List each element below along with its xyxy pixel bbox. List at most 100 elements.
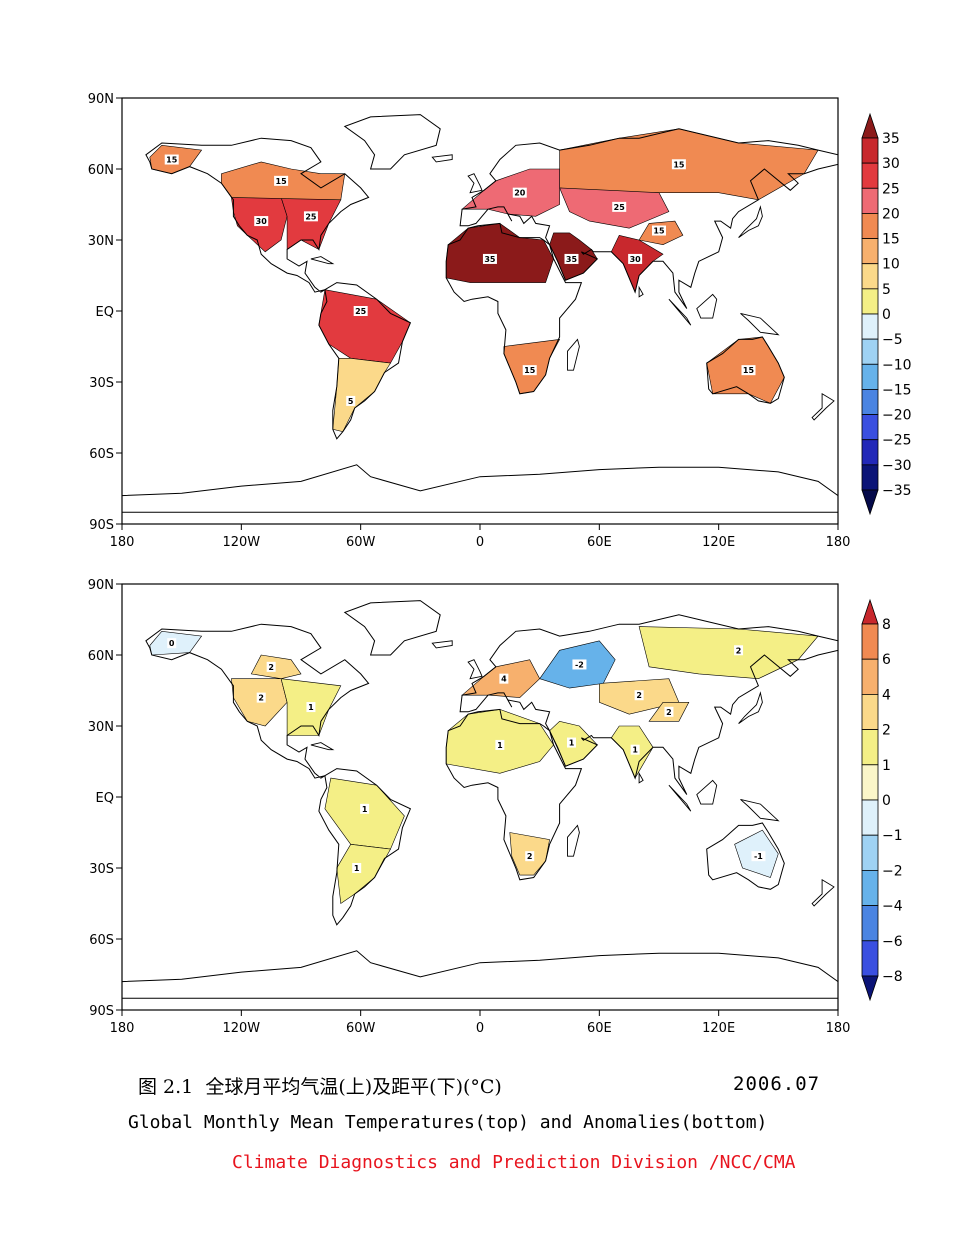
- map-bottom-label-africa-south: 2: [527, 852, 533, 861]
- map-top-colorbar-label: −10: [882, 357, 912, 373]
- map-top-colorbar-label: 25: [882, 181, 900, 197]
- map-top-island-iceland: [431, 154, 453, 163]
- map-top-lon-tick-label: 180: [110, 535, 135, 550]
- map-bottom-coast-australia: [706, 822, 785, 890]
- map-top-island-sumatra: [668, 298, 692, 326]
- map-top-label-north-america-west: 30: [256, 217, 268, 226]
- map-top-colorbar-label: 10: [882, 257, 900, 273]
- map-bottom-region-canada: [250, 654, 302, 680]
- map-top-label-tibet: 15: [653, 227, 665, 236]
- map-bottom-island-borneo: [696, 779, 718, 805]
- map-top-coast-australia: [706, 336, 785, 404]
- map-top-coast-south-america: [318, 282, 412, 440]
- map-bottom-label-europe: 4: [501, 675, 507, 684]
- map-bottom-coast-greenland: [343, 600, 441, 656]
- map-bottom-island-iceland: [431, 640, 453, 649]
- map-top-region-north-america-east: [280, 197, 342, 251]
- map-top-label-arabia: 35: [566, 255, 578, 264]
- map-bottom-island-japan: [738, 691, 763, 724]
- map-top-lat-tick-label: EQ: [96, 305, 114, 320]
- map-top-colorbar-label: −30: [882, 458, 912, 474]
- map-top-colorbar-label: 30: [882, 156, 900, 172]
- map-bottom-label-south-america-north: 1: [362, 805, 368, 814]
- map-top-filled-regions: [149, 128, 819, 433]
- map-top-contour-labels: 30 25 15 15 25 5 35 15 35 15 25 30 15 20 15: [164, 154, 756, 406]
- map-bottom-colorbar-label: 1: [882, 758, 891, 774]
- map-top-coast-eurasia: [459, 128, 839, 309]
- map-top-colorbar-swatch: [861, 439, 879, 466]
- map-bottom-label-india: 1: [632, 746, 638, 755]
- map-bottom-colorbar-swatch: [861, 658, 879, 695]
- map-top-lat-axis: 90N 60N 30N EQ 30S 60S 90S: [88, 92, 122, 533]
- map-bottom-lon-tick-label: 60W: [346, 1021, 376, 1036]
- caption-english: Global Monthly Mean Temperatures(top) an…: [128, 1112, 768, 1133]
- map-top-coast-africa: [445, 222, 583, 395]
- map-bottom-label-north-america-west: 2: [258, 694, 264, 703]
- map-top-island-new-zealand: [811, 393, 835, 421]
- map-top-label-south-america-north: 25: [355, 307, 367, 316]
- map-top-colorbar-label: 15: [882, 232, 900, 248]
- map-top-label-india: 30: [630, 255, 642, 264]
- map-top-island-borneo: [696, 293, 718, 319]
- map-bottom-label-south-america-south: 1: [354, 864, 360, 873]
- map-bottom-island-new-guinea: [740, 798, 780, 822]
- map-top-lat-tick-label: 90S: [89, 518, 114, 533]
- map-bottom-colorbar-swatch: [861, 799, 879, 836]
- map-top-colorbar-swatch: [861, 263, 879, 290]
- map-bottom-lat-tick-label: 90S: [89, 1004, 114, 1019]
- map-top-colorbar-swatch: [861, 288, 879, 315]
- map-bottom-label-siberia: 2: [736, 646, 742, 655]
- map-bottom-colorbar-swatch: [861, 834, 879, 871]
- map-top-lon-tick-label: 180: [826, 535, 851, 550]
- map-top-label-europe: 20: [514, 189, 526, 198]
- map-top-colorbar-swatch: [861, 137, 879, 164]
- map-top-colorbar-swatch: [861, 389, 879, 415]
- map-bottom-island-uk: [467, 659, 483, 680]
- map-top-label-sahara: 35: [484, 255, 496, 264]
- map-top-label-australia: 15: [743, 366, 755, 375]
- temperature-anomaly-map: 21201112122124-2-190N60N30NEQ30S60S90S18…: [88, 578, 903, 1036]
- map-top-island-sri-lanka: [638, 285, 644, 298]
- map-bottom-label-north-america-east: 1: [308, 703, 314, 712]
- map-bottom-colorbar-swatch: [861, 869, 879, 906]
- map-top-lat-tick-label: 90N: [88, 92, 114, 107]
- map-bottom-label-alaska: 0: [169, 639, 175, 648]
- map-bottom-colorbar-swatch: [861, 940, 879, 977]
- map-top-label-siberia: 15: [673, 160, 685, 169]
- map-top-coast-north-america: [145, 137, 370, 293]
- map-top-colorbar: 35 30 25 20 15 10 5 0 −5 −10 −15 −20 −25 −30 −35: [861, 112, 912, 516]
- map-top-colorbar-swatch: [861, 238, 879, 265]
- map-bottom-region-siberia: [638, 626, 819, 680]
- map-top-lon-axis: 180 120W 60W 0 60E 120E 180: [110, 524, 851, 550]
- map-top-colorbar-swatch: [861, 414, 879, 441]
- map-top-island-japan: [738, 205, 763, 238]
- map-top-island-cuba: [310, 256, 335, 265]
- map-top-colorbar-swatch: [861, 363, 879, 390]
- mean-temperature-map: 30 25 15 15 25 5 35 15 35 15 25 30 15 20 15 90N 60N 30N EQ…: [88, 92, 912, 550]
- map-bottom-colorbar-label: −8: [882, 969, 903, 985]
- map-top-colorbar-swatch: [861, 162, 879, 189]
- map-top-lat-tick-label: 30S: [89, 376, 114, 391]
- map-top-lon-tick-label: 0: [476, 535, 484, 550]
- map-top-label-africa-south: 15: [524, 366, 536, 375]
- map-bottom-island-sumatra: [668, 784, 692, 812]
- map-top-region-south-america-south: [332, 357, 392, 433]
- map-bottom-colorbar: 8 6 4 2 1 0 −1 −2 −4 −6 −8: [861, 598, 903, 1002]
- map-top-colorbar-swatch: [861, 464, 879, 491]
- map-top-colorbar-label: −25: [882, 433, 912, 449]
- map-bottom-lon-tick-label: 0: [476, 1021, 484, 1036]
- map-bottom-region-south-america-south: [336, 843, 391, 905]
- map-top-region-south-america-north: [318, 289, 411, 364]
- map-bottom-lat-tick-label: 60N: [88, 649, 114, 664]
- map-bottom-coast-antarctica: [121, 950, 839, 999]
- map-top-lon-tick-label: 60W: [346, 535, 376, 550]
- map-bottom-island-madagascar: [567, 824, 580, 857]
- map-bottom-label-central-asia: 2: [636, 691, 642, 700]
- map-top-lat-tick-label: 30N: [88, 234, 114, 249]
- map-bottom-lat-tick-label: 30N: [88, 720, 114, 735]
- map-bottom-colorbar-label: −2: [882, 863, 903, 879]
- map-bottom-coast-africa: [445, 708, 583, 881]
- map-bottom-coast-eurasia: [459, 614, 839, 795]
- map-top-island-madagascar: [567, 338, 580, 371]
- map-bottom-lon-axis: 180 120W 60W 0 60E 120E 180: [110, 1010, 850, 1036]
